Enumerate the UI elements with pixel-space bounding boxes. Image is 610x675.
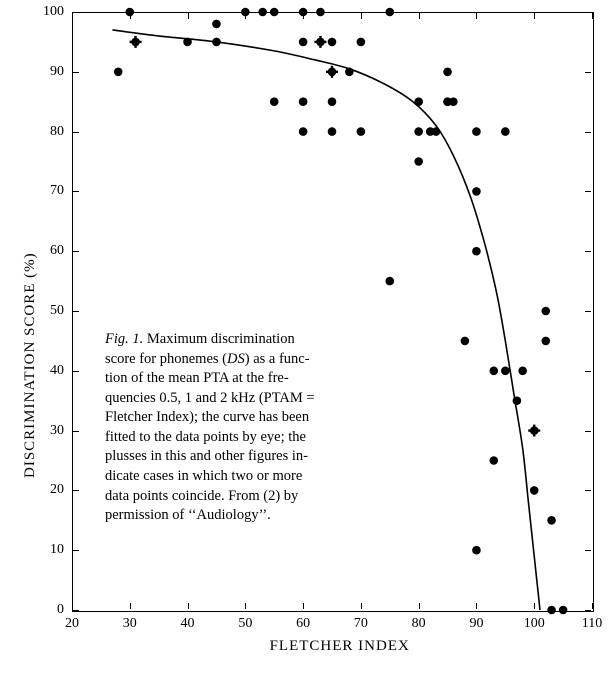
data-point — [212, 20, 221, 29]
data-point — [328, 127, 337, 136]
data-point — [385, 8, 394, 17]
data-point — [518, 367, 527, 376]
chart-svg — [0, 0, 610, 675]
data-point — [299, 8, 308, 17]
data-point — [328, 97, 337, 106]
data-point — [414, 97, 423, 106]
data-point — [489, 367, 498, 376]
fitted-curve — [112, 30, 540, 610]
data-point — [541, 337, 550, 346]
data-point — [489, 456, 498, 465]
coincident-marker — [314, 36, 326, 48]
data-point — [472, 247, 481, 256]
data-point — [472, 127, 481, 136]
data-point — [530, 486, 539, 495]
data-point — [541, 307, 550, 316]
data-point — [258, 8, 267, 17]
data-point — [559, 606, 568, 615]
data-point — [241, 8, 250, 17]
data-point — [414, 127, 423, 136]
data-point — [345, 68, 354, 77]
data-point — [114, 68, 123, 77]
data-point — [547, 606, 556, 615]
data-point — [357, 38, 366, 47]
data-point — [472, 546, 481, 555]
coincident-marker — [326, 66, 338, 78]
data-point — [501, 127, 510, 136]
data-point — [299, 38, 308, 47]
data-point — [270, 8, 279, 17]
data-point — [212, 38, 221, 47]
data-point — [547, 516, 556, 525]
data-point — [299, 127, 308, 136]
coincident-marker — [130, 36, 142, 48]
data-point — [443, 68, 452, 77]
data-point — [432, 127, 441, 136]
data-point — [385, 277, 394, 286]
data-point — [328, 38, 337, 47]
data-point — [449, 97, 458, 106]
data-point — [357, 127, 366, 136]
data-point — [125, 8, 134, 17]
coincident-marker — [528, 425, 540, 437]
data-point — [270, 97, 279, 106]
data-point — [501, 367, 510, 376]
data-point — [513, 396, 522, 405]
data-point — [414, 157, 423, 166]
data-point — [183, 38, 192, 47]
data-point — [316, 8, 325, 17]
data-point — [472, 187, 481, 196]
data-point — [461, 337, 470, 346]
data-point — [299, 97, 308, 106]
